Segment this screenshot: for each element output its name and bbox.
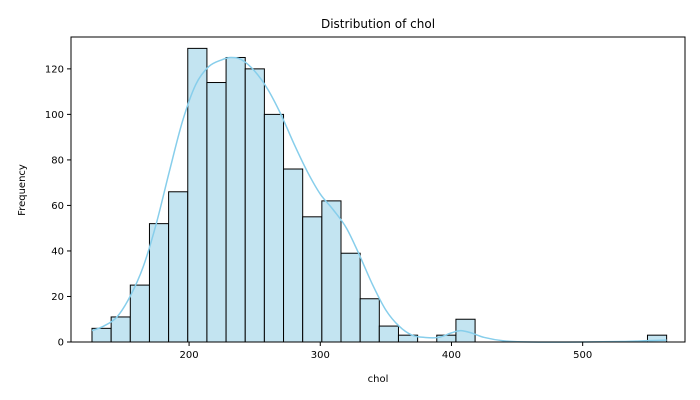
y-tick-label: 40 bbox=[51, 246, 64, 257]
histogram-bar bbox=[225, 56, 246, 343]
histogram-bar bbox=[129, 284, 150, 343]
y-tick-label: 0 bbox=[58, 338, 64, 349]
histogram-bar bbox=[378, 325, 399, 343]
y-tick-label: 100 bbox=[45, 110, 64, 121]
histogram-bar bbox=[206, 82, 227, 343]
histogram-bar bbox=[148, 223, 170, 343]
x-tick-label: 200 bbox=[180, 350, 199, 361]
x-axis: 200 300 400 500 bbox=[180, 342, 592, 361]
histogram-bar bbox=[302, 216, 323, 343]
y-axis: 0 20 40 60 80 100 120 bbox=[45, 64, 71, 349]
histogram-bar bbox=[340, 252, 361, 343]
bars-layer bbox=[91, 47, 668, 343]
histogram-bar bbox=[359, 298, 380, 343]
histogram-bar bbox=[168, 191, 189, 343]
y-axis-label: Frequency bbox=[17, 164, 28, 216]
histogram-bar bbox=[187, 47, 208, 343]
histogram-bar bbox=[244, 68, 265, 343]
histogram-bar bbox=[321, 200, 342, 343]
x-axis-label: chol bbox=[368, 374, 389, 385]
y-tick-label: 80 bbox=[51, 155, 64, 166]
histogram-bar bbox=[263, 113, 285, 343]
x-tick-label: 300 bbox=[311, 350, 330, 361]
kde-curve bbox=[91, 56, 667, 343]
plot-frame bbox=[70, 36, 686, 343]
histogram-bar bbox=[283, 168, 304, 343]
x-tick-label: 400 bbox=[442, 350, 461, 361]
chart-title: Distribution of chol bbox=[321, 17, 435, 31]
x-tick-label: 500 bbox=[573, 350, 592, 361]
y-tick-label: 20 bbox=[51, 292, 64, 303]
y-tick-label: 60 bbox=[51, 201, 64, 212]
y-tick-label: 120 bbox=[45, 64, 64, 75]
histogram-bar bbox=[110, 316, 131, 343]
histogram-bar bbox=[436, 334, 457, 343]
